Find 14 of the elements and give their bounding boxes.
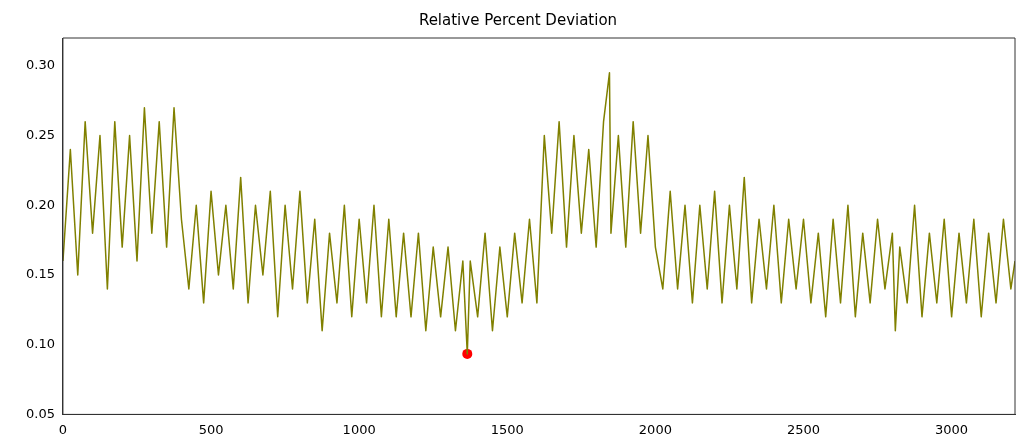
- x-tick-label: 1500: [490, 421, 524, 437]
- x-tick-label: 2000: [638, 421, 672, 437]
- x-tick-label: 500: [198, 421, 224, 437]
- x-tick-label: 3000: [935, 421, 969, 437]
- x-tick-label: 1000: [342, 421, 376, 437]
- y-tick-label: 0.25: [25, 126, 55, 142]
- y-tick-label: 0.15: [25, 266, 55, 282]
- y-tick-label: 0.20: [25, 196, 55, 212]
- y-tick-label: 0.10: [25, 336, 55, 352]
- x-tick-label: 0: [58, 421, 68, 437]
- chart-title: Relative Percent Deviation: [418, 10, 618, 29]
- x-tick-label: 2500: [786, 421, 821, 437]
- y-tick-label: 0.30: [25, 57, 55, 73]
- y-tick-label: 0.05: [25, 405, 55, 421]
